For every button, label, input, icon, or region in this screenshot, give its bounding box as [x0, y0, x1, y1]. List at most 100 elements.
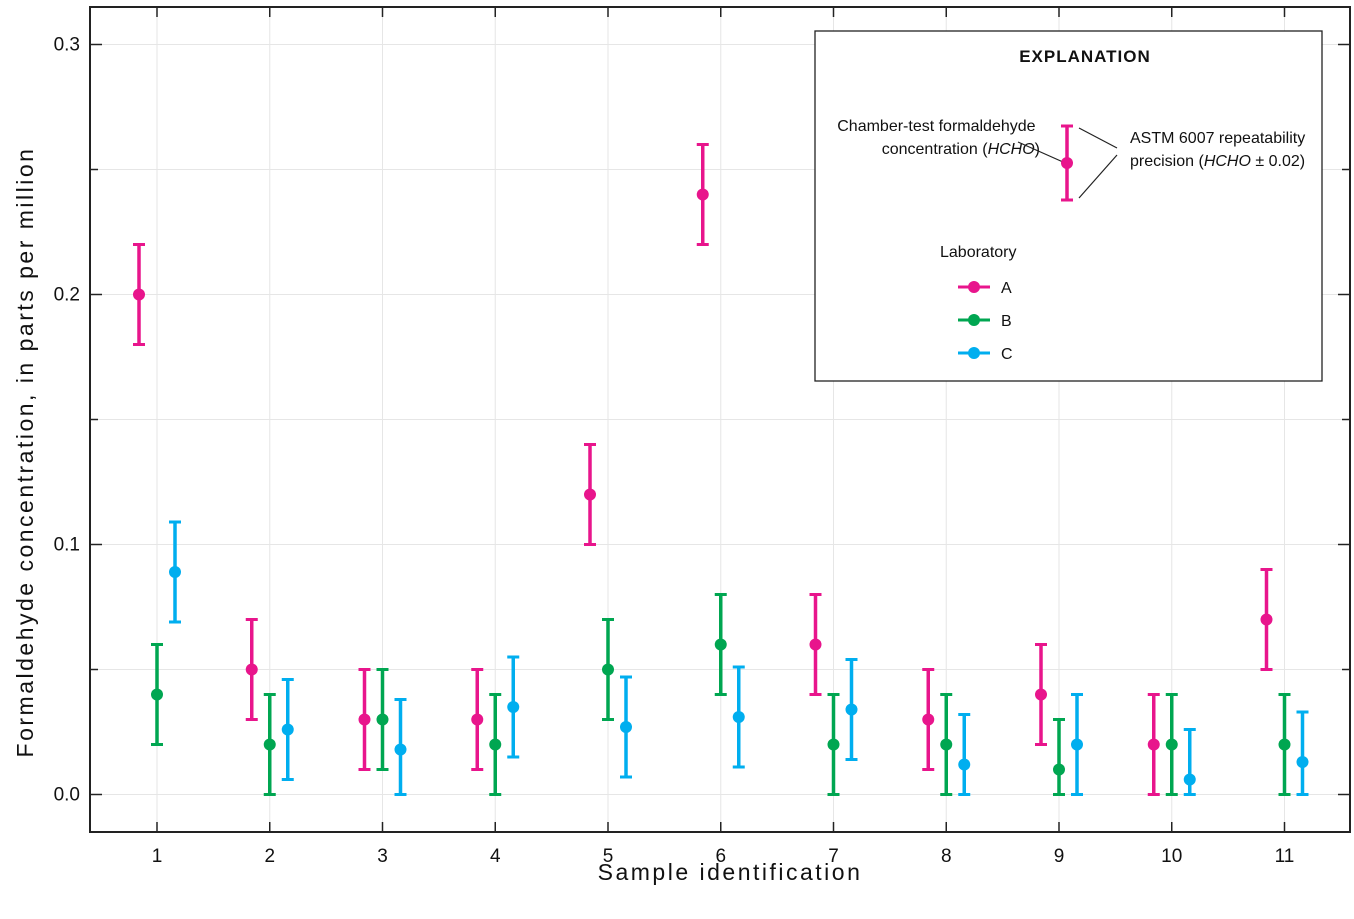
data-point: [958, 758, 971, 771]
error-bar-lab-B: [1165, 693, 1178, 796]
data-point: [1278, 738, 1291, 751]
legend-bar-label: ASTM 6007 repeatability precision (HCHO …: [1130, 130, 1310, 170]
error-bar-lab-B: [827, 693, 840, 796]
legend-bar-label-line1: ASTM 6007 repeatability: [1130, 130, 1305, 147]
x-axis: 1 2 3 4 5 6 7 8 9 10 11: [152, 7, 1295, 867]
data-point: [169, 566, 181, 578]
x-tick-label: 5: [603, 846, 614, 867]
data-point: [507, 701, 520, 713]
y-axis-title: Formaldehyde concentration, in parts per…: [12, 147, 38, 758]
x-tick-label: 9: [1054, 846, 1065, 867]
data-point: [620, 721, 632, 733]
data-point: [1053, 763, 1065, 776]
error-bar-lab-A: [1147, 693, 1160, 796]
legend-title: EXPLANATION: [1019, 47, 1151, 66]
data-point: [1147, 738, 1160, 751]
data-point: [714, 638, 727, 651]
error-bar-lab-A: [1260, 568, 1273, 671]
x-tick-label: 8: [941, 846, 952, 867]
data-point: [1296, 756, 1309, 768]
data-marks: [133, 143, 1309, 796]
data-point: [281, 723, 294, 736]
legend: EXPLANATION Chamber-test formaldehyde co…: [814, 30, 1323, 382]
legend-example-error-bar: [1061, 124, 1073, 202]
data-point: [696, 188, 709, 201]
error-bar-lab-B: [1278, 693, 1291, 796]
error-bar-lab-B: [1053, 718, 1065, 796]
error-bar-lab-C: [1071, 693, 1083, 796]
x-tick-label: 2: [264, 846, 275, 867]
data-point: [394, 743, 407, 756]
data-point: [133, 288, 145, 301]
legend-series-items: ABC: [958, 280, 1013, 363]
x-tick-label: 11: [1275, 846, 1295, 867]
error-bar-lab-C: [281, 678, 294, 781]
error-bar-lab-B: [940, 693, 953, 796]
legend-item-C: C: [958, 346, 1013, 363]
data-point: [1061, 157, 1073, 169]
legend-point-label-line1: Chamber-test formaldehyde: [837, 118, 1035, 135]
legend-item-A: A: [958, 280, 1012, 297]
error-bar-lab-C: [1183, 728, 1196, 796]
data-point: [922, 713, 935, 726]
y-tick-label: 0.1: [54, 535, 80, 556]
data-point: [584, 488, 596, 501]
legend-item-B: B: [958, 313, 1012, 330]
error-bar-lab-C: [958, 713, 971, 796]
error-bar-lab-C: [394, 698, 407, 796]
error-bar-lab-A: [696, 143, 709, 246]
x-axis-title: Sample identification: [598, 859, 863, 885]
error-bar-lab-A: [245, 618, 258, 721]
data-point: [602, 663, 614, 676]
legend-bar-leader-top: [1078, 127, 1118, 149]
y-tick-label: 0.3: [54, 35, 80, 56]
error-bar-lab-B: [602, 618, 614, 721]
legend-label: A: [1001, 280, 1012, 297]
data-point: [732, 711, 745, 723]
error-bar-lab-B: [151, 643, 163, 746]
data-point: [845, 703, 858, 716]
error-bar-lab-C: [169, 520, 181, 624]
x-tick-label: 6: [715, 846, 726, 867]
error-bar-lab-A: [1035, 643, 1047, 746]
data-point: [489, 738, 502, 751]
error-bar-lab-A: [471, 668, 484, 771]
legend-lab-title: Laboratory: [940, 244, 1017, 261]
x-tick-label: 10: [1161, 846, 1182, 867]
error-bar-lab-C: [732, 665, 745, 769]
legend-swatch-dot: [968, 314, 980, 326]
legend-bar-leader-bottom: [1078, 154, 1118, 199]
legend-label: B: [1001, 313, 1012, 330]
error-bar-lab-A: [133, 243, 145, 346]
data-point: [809, 638, 822, 651]
x-tick-label: 1: [152, 846, 163, 867]
error-bar-lab-B: [376, 668, 389, 771]
legend-bar-label-line2: precision (HCHO ± 0.02): [1130, 153, 1305, 170]
data-point: [940, 738, 953, 751]
error-bar-lab-C: [620, 675, 632, 779]
legend-box: [814, 30, 1323, 382]
legend-swatch-dot: [968, 281, 980, 293]
legend-point-label-line2: concentration (HCHO): [882, 141, 1040, 158]
error-bar-lab-B: [714, 593, 727, 696]
data-point: [263, 738, 276, 751]
data-point: [151, 688, 163, 701]
error-bar-lab-B: [489, 693, 502, 796]
x-tick-label: 4: [490, 846, 501, 867]
y-tick-label: 0.0: [54, 785, 80, 806]
error-bar-lab-B: [263, 693, 276, 796]
data-point: [245, 663, 258, 676]
x-tick-label: 7: [828, 846, 839, 867]
data-point: [358, 713, 371, 726]
legend-point-label: Chamber-test formaldehyde concentration …: [837, 118, 1040, 158]
legend-swatch-dot: [968, 347, 980, 359]
error-bar-lab-A: [358, 668, 371, 771]
error-bar-lab-C: [845, 658, 858, 761]
data-point: [827, 738, 840, 751]
y-tick-label: 0.2: [54, 285, 80, 306]
data-point: [1183, 773, 1196, 786]
error-bar-lab-C: [507, 655, 520, 759]
error-bar-lab-C: [1296, 710, 1309, 796]
data-point: [376, 713, 389, 726]
